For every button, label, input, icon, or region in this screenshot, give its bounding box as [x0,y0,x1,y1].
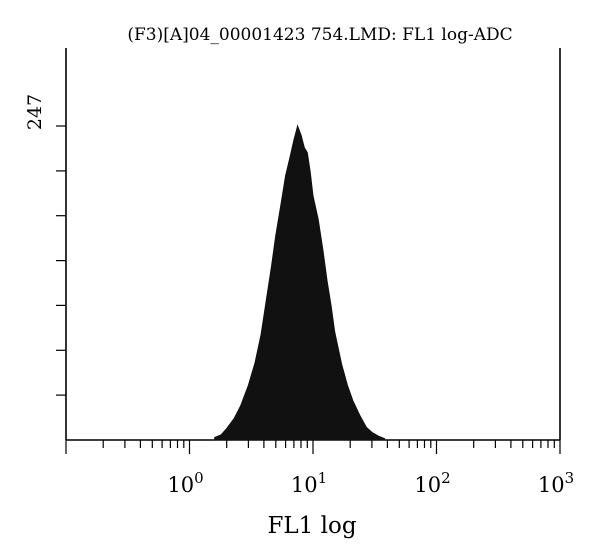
x-tick-label-2: 102 [414,469,450,497]
y-tick-marks [56,125,66,396]
x-tick-label-1: 101 [291,469,327,497]
x-axis-label: FL1 log [267,513,356,539]
histogram-area-layer [214,124,386,441]
chart-title: (F3)[A]04_00001423 754.LMD: FL1 log-ADC [127,25,512,45]
x-tick-label-0: 100 [167,469,203,497]
x-tick-labels: 100 101 102 103 [167,469,574,497]
histogram-area-series-0 [214,124,386,441]
y-max-tick-label: 247 [24,94,46,130]
x-tick-marks [65,440,561,454]
x-tick-label-3: 103 [538,469,574,497]
